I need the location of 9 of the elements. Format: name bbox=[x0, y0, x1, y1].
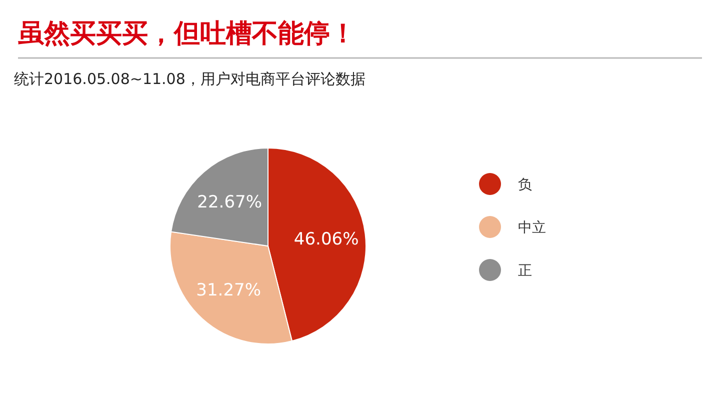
legend-label: 中立 bbox=[518, 220, 546, 236]
pie: 46.06% 31.27% 22.67% bbox=[170, 148, 366, 344]
data-label: 46.06% bbox=[294, 230, 359, 250]
title: 虽然买买买，但吐槽不能停！ bbox=[18, 19, 356, 49]
legend-label: 负 bbox=[518, 177, 532, 193]
data-label: 31.27% bbox=[196, 280, 261, 301]
subtitle: 统计2016.05.08~11.08，用户对电商平台评论数据 bbox=[14, 70, 366, 88]
data-label: 22.67% bbox=[197, 192, 262, 212]
legend-label: 正 bbox=[518, 263, 532, 279]
